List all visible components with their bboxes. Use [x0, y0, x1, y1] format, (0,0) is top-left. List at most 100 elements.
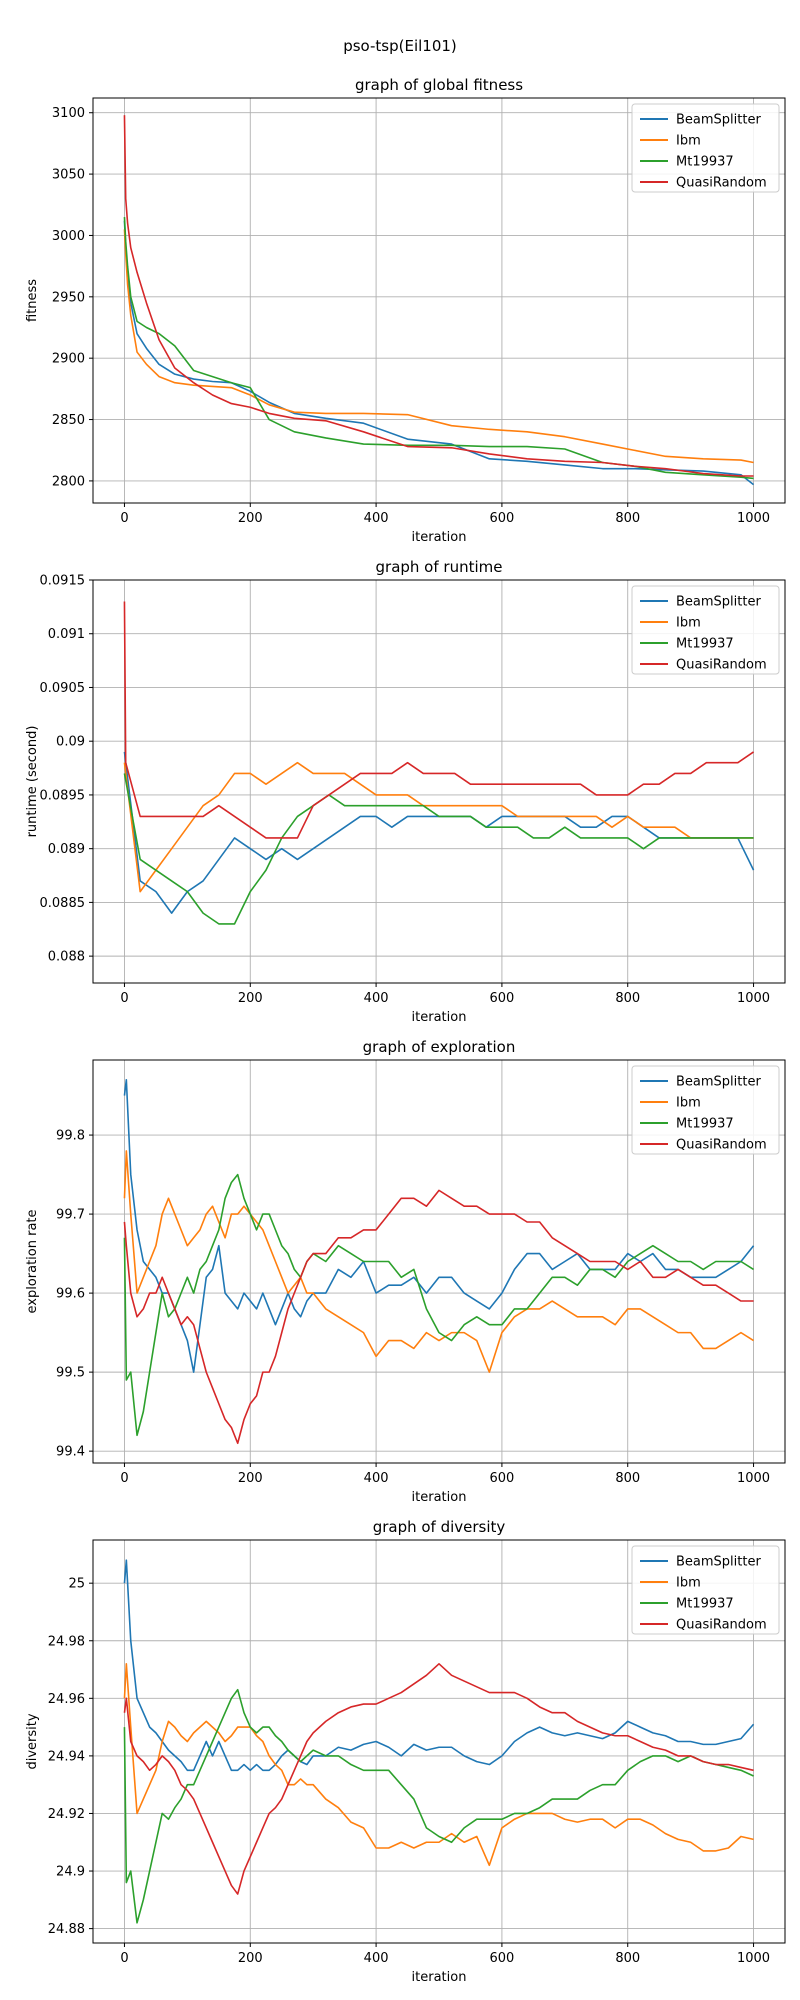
legend: BeamSplitter Ibm Mt19937 QuasiRandom: [631, 103, 780, 193]
legend-label: QuasiRandom: [676, 658, 767, 673]
y-tick-label: 24.88: [48, 1922, 85, 1937]
legend: BeamSplitter Ibm Mt19937 QuasiRandom: [631, 585, 780, 675]
plot-title: graph of runtime: [376, 558, 503, 576]
legend-label: QuasiRandom: [676, 176, 767, 191]
legend-label: Ibm: [676, 1576, 701, 1591]
series-group: [123, 115, 755, 486]
series-line-beamsplitter: [123, 751, 755, 914]
x-tick-label: 200: [238, 1951, 263, 1966]
x-tick-label: 600: [489, 1951, 514, 1966]
x-tick-label: 1000: [737, 991, 770, 1006]
legend-box: [631, 1545, 780, 1635]
series-line-ibm: [123, 1662, 754, 1867]
series-line-ibm: [123, 229, 754, 464]
y-axis-label: fitness: [25, 279, 40, 322]
x-tick-label: 400: [364, 1471, 389, 1486]
legend-label: Mt19937: [676, 1597, 734, 1612]
y-tick-label: 2800: [52, 474, 85, 489]
x-tick-label: 0: [120, 1471, 128, 1486]
x-tick-label: 800: [615, 991, 640, 1006]
x-tick-label: 200: [238, 991, 263, 1006]
y-tick-label: 3000: [52, 229, 85, 244]
y-tick-label: 2850: [52, 413, 85, 428]
x-axis-label: iteration: [412, 1490, 467, 1505]
legend-box: [631, 1065, 780, 1155]
x-tick-label: 400: [364, 1951, 389, 1966]
x-tick-label: 800: [615, 1471, 640, 1486]
y-tick-label: 99.4: [56, 1445, 85, 1460]
axes-frame: [92, 97, 786, 504]
plots: 0 200 400 600 800 1000 2800 2850 2900 2950 3000 305…: [25, 76, 786, 1985]
series-line-mt19937: [123, 1688, 754, 1924]
x-tick-label: 400: [364, 511, 389, 526]
y-tick-label: 0.089: [48, 842, 85, 857]
axes-frame: [92, 1539, 786, 1944]
legend-box: [631, 585, 780, 675]
x-tick-label: 800: [615, 1951, 640, 1966]
x-tick-label: 800: [615, 511, 640, 526]
y-axis-label: diversity: [25, 1713, 40, 1769]
series-group: [123, 601, 755, 925]
series-line-ibm: [123, 761, 754, 893]
legend-label: BeamSplitter: [676, 1555, 761, 1570]
x-tick-label: 0: [120, 511, 128, 526]
y-tick-label: 0.0915: [40, 574, 86, 589]
x-tick-label: 200: [238, 511, 263, 526]
x-tick-label: 400: [364, 991, 389, 1006]
legend-label: QuasiRandom: [676, 1138, 767, 1153]
y-tick-label: 3050: [52, 168, 85, 183]
axes-frame: [92, 1059, 786, 1464]
series-line-ibm: [123, 1150, 754, 1373]
x-tick-label: 1000: [737, 1951, 770, 1966]
legend-label: BeamSplitter: [676, 595, 761, 610]
y-tick-label: 0.0905: [40, 681, 86, 696]
series-line-mt19937: [123, 217, 754, 480]
legend-label: Mt19937: [676, 1117, 734, 1132]
legend-label: Mt19937: [676, 637, 734, 652]
y-tick-label: 0.088: [48, 950, 85, 965]
y-tick-label: 0.09: [56, 735, 85, 750]
figure-suptitle: pso-tsp(Eil101): [343, 37, 457, 55]
series-group: [123, 1078, 755, 1445]
y-tick-label: 24.9: [56, 1865, 85, 1880]
legend-label: BeamSplitter: [676, 1075, 761, 1090]
y-tick-label: 3100: [52, 106, 85, 121]
series-line-beamsplitter: [123, 220, 755, 486]
series-line-beamsplitter: [123, 1078, 755, 1373]
series-line-beamsplitter: [123, 1559, 755, 1772]
axes-frame: [92, 579, 786, 984]
y-tick-label: 0.091: [48, 627, 85, 642]
y-tick-label: 99.6: [56, 1287, 85, 1302]
x-axis-label: iteration: [412, 1010, 467, 1025]
legend-box: [631, 103, 780, 193]
plot-title: graph of diversity: [373, 1518, 506, 1536]
y-tick-label: 24.92: [48, 1807, 85, 1822]
plot-graph-of-global-fitness: 0 200 400 600 800 1000 2800 2850 2900 2950 3000 305…: [25, 76, 786, 545]
series-line-quasirandom: [123, 115, 754, 477]
legend: BeamSplitter Ibm Mt19937 QuasiRandom: [631, 1065, 780, 1155]
legend-label: QuasiRandom: [676, 1618, 767, 1633]
x-tick-label: 600: [489, 1471, 514, 1486]
x-tick-label: 1000: [737, 511, 770, 526]
legend-label: Ibm: [676, 134, 701, 149]
plot-graph-of-exploration: 0 200 400 600 800 1000 99.4 99.5 99.6 99.7 99.8 gra…: [25, 1038, 786, 1505]
x-tick-label: 1000: [737, 1471, 770, 1486]
y-tick-label: 24.96: [48, 1692, 85, 1707]
legend-label: Ibm: [676, 616, 701, 631]
y-tick-label: 0.0885: [40, 896, 86, 911]
plot-graph-of-diversity: 0 200 400 600 800 1000 24.88 24.9 24.92 24.94 24.9…: [25, 1518, 786, 1985]
x-tick-label: 600: [489, 511, 514, 526]
y-tick-label: 99.7: [56, 1208, 85, 1223]
series-group: [123, 1559, 755, 1924]
x-tick-label: 200: [238, 1471, 263, 1486]
y-tick-label: 24.98: [48, 1634, 85, 1649]
y-tick-label: 24.94: [48, 1749, 85, 1764]
x-axis-label: iteration: [412, 530, 467, 545]
y-axis-label: exploration rate: [25, 1209, 40, 1313]
plot-title: graph of exploration: [363, 1038, 516, 1056]
series-line-mt19937: [123, 1173, 754, 1437]
series-line-quasirandom: [123, 1662, 754, 1895]
x-tick-label: 0: [120, 1951, 128, 1966]
y-tick-label: 0.0895: [40, 788, 86, 803]
